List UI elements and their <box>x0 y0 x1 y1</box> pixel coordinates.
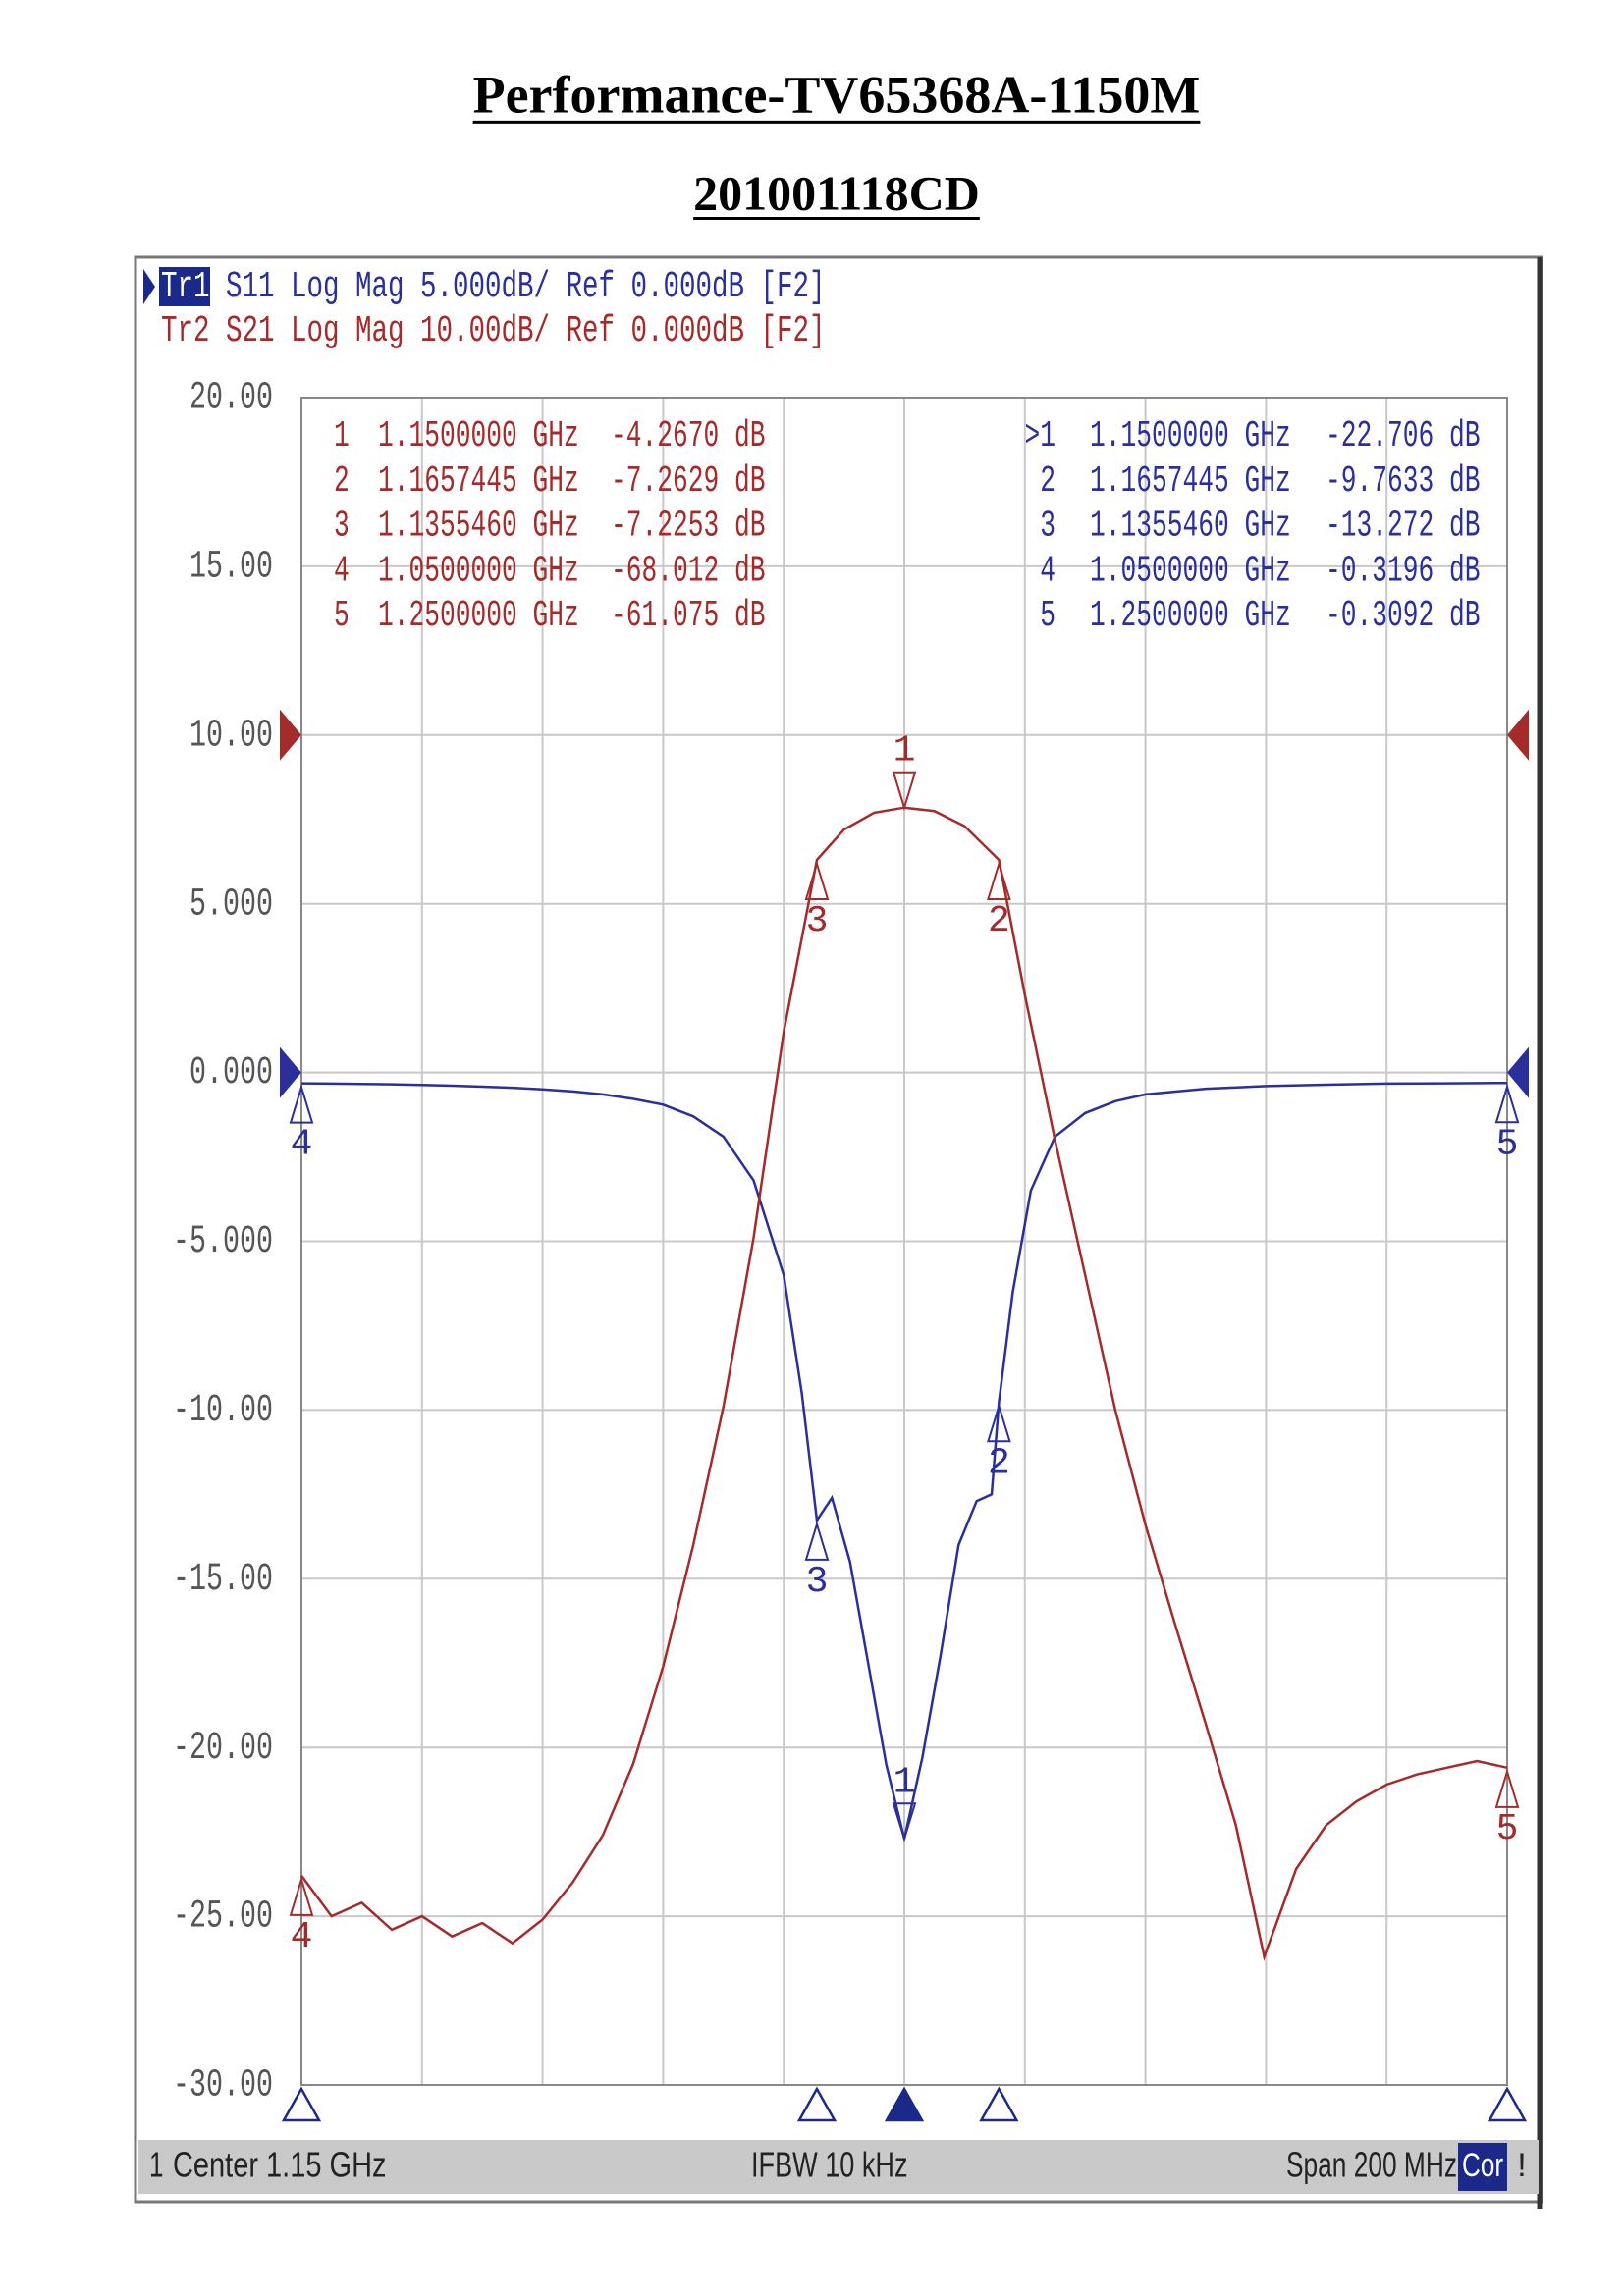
trace-marker <box>1494 1083 1520 1124</box>
stimulus-marker <box>796 2086 838 2122</box>
trace-marker <box>804 860 830 901</box>
legend-label: S11 Log Mag 5.000dB/ Ref 0.000dB [F2] <box>226 266 826 308</box>
marker-id: 5 <box>334 595 350 637</box>
marker-freq: 1.1355460 GHz <box>1090 506 1291 548</box>
trace-marker <box>892 771 917 812</box>
trace-marker-label: 1 <box>893 1761 916 1803</box>
ref-arrow <box>280 709 301 761</box>
marker-value: -22.706 dB <box>1326 415 1481 457</box>
marker-value: -0.3196 dB <box>1326 550 1481 592</box>
trace-marker-label: 5 <box>1496 1123 1519 1165</box>
marker-value: -61.075 dB <box>611 595 766 637</box>
y-tick-label: -20.00 <box>173 1727 273 1771</box>
trace-marker <box>289 1876 314 1916</box>
status-text: 1 <box>149 2145 164 2185</box>
trace-marker-label: 4 <box>291 1916 313 1958</box>
active-trace-box <box>159 267 210 306</box>
y-tick-label: -25.00 <box>173 1896 273 1940</box>
screen-frame <box>134 255 1543 2204</box>
y-tick-label: 20.00 <box>189 377 273 421</box>
stimulus-marker <box>884 2086 925 2122</box>
trace-marker <box>804 1521 830 1561</box>
marker-id: 3 <box>334 506 350 548</box>
marker-value: -7.2629 dB <box>611 460 766 503</box>
legend-label: S21 Log Mag 10.00dB/ Ref 0.000dB [F2] <box>226 310 826 352</box>
cor-box <box>1458 2143 1507 2191</box>
marker-value: -13.272 dB <box>1326 506 1481 548</box>
marker-freq: 1.1500000 GHz <box>1090 415 1291 457</box>
marker-id: 4 <box>334 550 350 592</box>
marker-freq: 1.0500000 GHz <box>378 550 579 592</box>
status-text: Span 200 MHz <box>1286 2145 1457 2185</box>
y-tick-label: -10.00 <box>173 1389 273 1433</box>
title: Performance-TV65368A-1150M <box>473 65 1201 124</box>
trace-marker-label: 1 <box>893 730 916 773</box>
legend-name: Tr2 <box>161 310 210 352</box>
status-flag: ! <box>1517 2147 1526 2184</box>
stimulus-marker <box>979 2086 1019 2122</box>
marker-id: 1 <box>334 415 350 457</box>
trace-marker-label: 3 <box>806 1561 829 1603</box>
ref-arrow <box>280 1046 301 1098</box>
marker-id: 2 <box>1040 460 1056 503</box>
marker-freq: 1.1657445 GHz <box>1090 460 1291 503</box>
marker-id: 3 <box>1040 506 1056 548</box>
subtitle: 201001118CD <box>693 165 980 220</box>
marker-id: 5 <box>1040 595 1056 637</box>
marker-freq: 1.0500000 GHz <box>1090 550 1291 592</box>
ref-arrow <box>1507 1046 1529 1098</box>
trace-marker-label: 4 <box>291 1124 313 1166</box>
marker-id: >1 <box>1025 415 1056 457</box>
stimulus-marker <box>1487 2086 1528 2122</box>
marker-value: -0.3092 dB <box>1326 595 1481 637</box>
marker-freq: 1.1657445 GHz <box>378 460 579 503</box>
marker-id: 2 <box>334 460 350 503</box>
active-trace-arrow <box>143 269 155 304</box>
y-tick-label: -15.00 <box>173 1558 273 1602</box>
trace-marker-label: 3 <box>806 900 829 942</box>
marker-freq: 1.2500000 GHz <box>378 595 579 637</box>
marker-value: -4.2670 dB <box>611 415 766 457</box>
marker-freq: 1.1500000 GHz <box>378 415 579 457</box>
y-tick-label: -30.00 <box>173 2064 273 2109</box>
plot-border <box>300 397 1508 2086</box>
trace-line <box>300 1081 1508 1840</box>
y-tick-label: 5.000 <box>189 882 273 927</box>
marker-freq: 1.2500000 GHz <box>1090 595 1291 637</box>
y-tick-label: -5.000 <box>173 1220 273 1264</box>
trace-marker <box>892 1802 917 1842</box>
y-tick-label: 10.00 <box>189 714 273 758</box>
marker-freq: 1.1355460 GHz <box>378 506 579 548</box>
stimulus-marker <box>281 2086 322 2122</box>
trace-marker <box>289 1084 314 1124</box>
trace-marker <box>1494 1768 1520 1808</box>
marker-id: 4 <box>1040 550 1056 592</box>
trace-marker-label: 5 <box>1496 1808 1519 1850</box>
status-text: IFBW 10 kHz <box>751 2145 908 2185</box>
status-bar <box>138 2140 1539 2194</box>
marker-value: -68.012 dB <box>611 550 766 592</box>
ref-arrow <box>1507 709 1529 761</box>
trace-marker-label: 2 <box>988 900 1010 942</box>
y-tick-label: 15.00 <box>189 545 273 589</box>
trace-marker <box>987 860 1011 901</box>
y-tick-label: 0.000 <box>189 1051 273 1095</box>
trace-marker <box>987 1402 1011 1443</box>
status-text: Center 1.15 GHz <box>173 2145 387 2185</box>
status-cor: Cor <box>1462 2147 1503 2184</box>
trace-marker-label: 2 <box>988 1442 1010 1484</box>
marker-value: -7.2253 dB <box>611 506 766 548</box>
legend-name: Tr1 <box>161 266 210 308</box>
marker-value: -9.7633 dB <box>1326 460 1481 503</box>
